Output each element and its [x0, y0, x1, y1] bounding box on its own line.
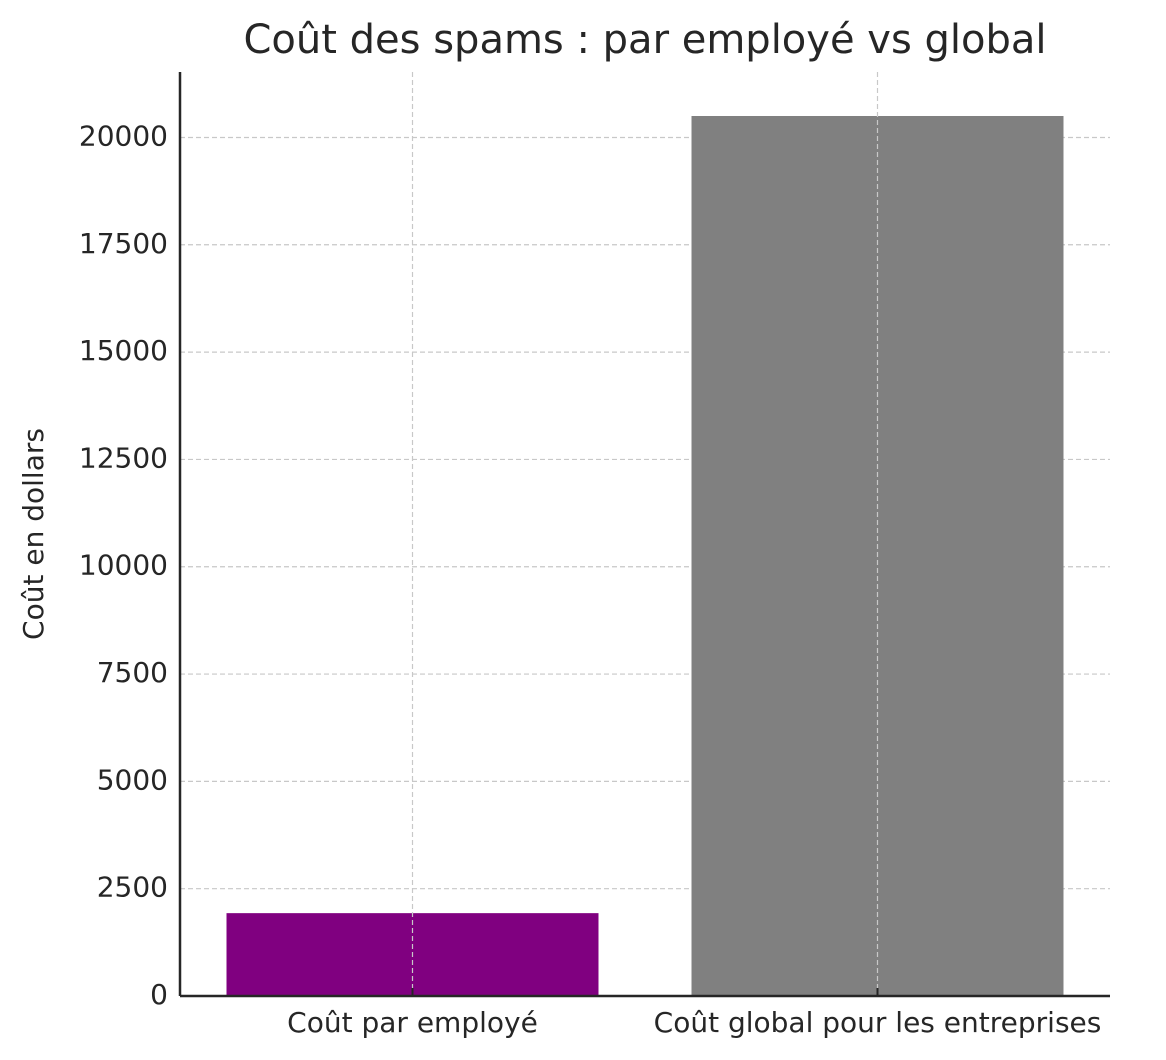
x-tick-label: Coût global pour les entreprises — [654, 1006, 1102, 1039]
y-tick-label: 2500 — [97, 871, 168, 904]
x-tick-label: Coût par employé — [287, 1006, 538, 1039]
chart-title: Coût des spams : par employé vs global — [244, 17, 1047, 63]
y-tick-label: 17500 — [79, 227, 168, 260]
y-tick-label: 12500 — [79, 441, 168, 474]
y-tick-label: 15000 — [79, 334, 168, 367]
y-tick-label: 7500 — [97, 656, 168, 689]
y-axis-label: Coût en dollars — [17, 428, 50, 640]
y-tick-label: 5000 — [97, 763, 168, 796]
y-tick-label: 10000 — [79, 549, 168, 582]
y-tick-label: 0 — [150, 978, 168, 1011]
y-tick-label: 20000 — [79, 119, 168, 152]
